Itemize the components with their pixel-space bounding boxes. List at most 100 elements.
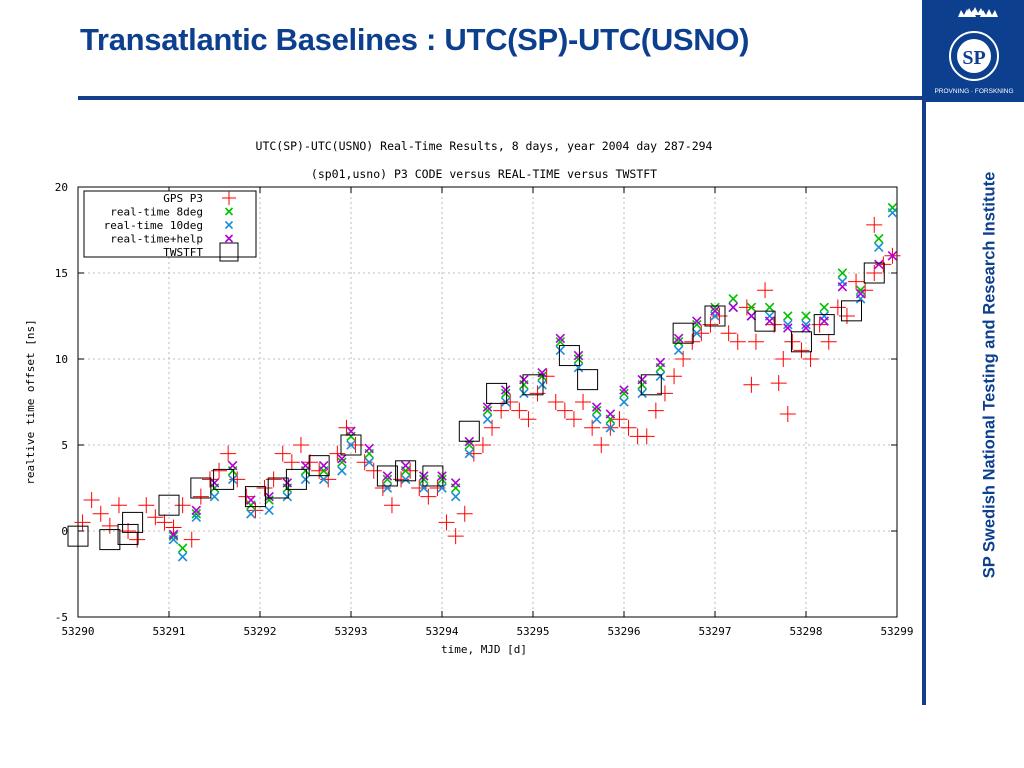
data-point (264, 505, 274, 516)
x-tick-label: 53294 (425, 625, 458, 638)
x-tick-label: 53291 (152, 625, 185, 638)
data-point (619, 397, 629, 407)
slide-title: Transatlantic Baselines : UTC(SP)-UTC(US… (80, 22, 750, 57)
data-point (573, 362, 584, 373)
data-point (820, 333, 837, 350)
x-tick-label: 53290 (61, 625, 94, 638)
data-point (874, 242, 884, 252)
data-point (346, 440, 356, 450)
data-point (577, 369, 599, 391)
logo-ring (949, 31, 999, 81)
data-point (318, 460, 329, 471)
data-point (337, 466, 347, 476)
data-point (92, 505, 109, 522)
data-point (684, 333, 701, 350)
data-point (619, 385, 629, 395)
data-point (191, 509, 202, 519)
crown-icon-3 (980, 9, 998, 17)
data-point (129, 531, 146, 548)
data-point (591, 402, 602, 412)
data-point (337, 457, 347, 467)
data-point (673, 333, 684, 344)
data-point (743, 376, 760, 393)
x-tick-label: 53297 (698, 625, 731, 638)
crown-icon-2 (966, 7, 984, 15)
data-point (779, 406, 796, 423)
data-point (191, 505, 202, 516)
data-point (555, 345, 566, 356)
data-point (138, 497, 155, 514)
data-point (573, 350, 584, 361)
legend-label: TWSTFT (163, 246, 203, 259)
data-point (565, 411, 582, 428)
data-point (168, 531, 179, 541)
y-tick-label: 10 (55, 353, 68, 366)
data-point (790, 331, 812, 353)
data-point (783, 311, 793, 321)
y-tick-label: 20 (55, 181, 68, 194)
data-point (746, 302, 757, 313)
y-tick-label: -5 (55, 611, 68, 624)
data-point (437, 474, 447, 485)
data-point (500, 397, 511, 407)
data-point (400, 460, 411, 471)
x-tick-label: 53293 (334, 625, 367, 638)
data-point (437, 483, 447, 493)
data-point (456, 505, 473, 522)
grid (78, 187, 897, 617)
data-point (318, 474, 329, 485)
data-point (438, 514, 455, 531)
data-point (837, 281, 848, 292)
data-point (555, 337, 566, 347)
data-point (395, 460, 417, 482)
data-point (101, 517, 118, 534)
data-point (213, 468, 235, 490)
data-point (464, 448, 475, 459)
time-offset-chart: 53290 53291 53292 53293 53294 53295 53296 53297… (24, 139, 914, 656)
sp-logo: SP PROVNING · FORSKNING (922, 0, 1024, 102)
data-point (591, 405, 602, 416)
legend-marker (224, 207, 234, 216)
series (67, 202, 901, 562)
data-point (183, 531, 200, 548)
data-point (675, 351, 692, 367)
data-point (308, 455, 330, 477)
data-point (67, 525, 89, 547)
data-point (246, 509, 256, 519)
legend-label: real-time+help (110, 233, 203, 246)
data-point (264, 491, 274, 502)
data-point (283, 454, 300, 471)
data-point (246, 495, 256, 505)
data-point (227, 460, 238, 471)
data-point (728, 294, 738, 304)
x-axis-label: time, MJD [d] (441, 643, 527, 656)
data-point (801, 319, 811, 330)
data-point (464, 440, 475, 450)
legend-marker (219, 242, 239, 262)
data-point (637, 388, 647, 399)
data-point (274, 445, 291, 462)
data-point (300, 460, 311, 471)
data-point (855, 285, 866, 295)
data-point (793, 342, 810, 359)
logo-disc (957, 39, 991, 73)
legend-label: real-time 10deg (104, 219, 203, 232)
data-point (764, 302, 775, 313)
data-point (419, 483, 429, 493)
axes: 53290 53291 53292 53293 53294 53295 53296 53297… (55, 181, 914, 638)
data-point (482, 414, 493, 424)
legend-marker (222, 191, 236, 205)
data-point (519, 374, 529, 385)
data-point (584, 419, 601, 436)
data-point (500, 388, 511, 399)
data-point (486, 382, 508, 404)
data-point (244, 486, 266, 508)
y-axis-label: realtive time offset [ns] (24, 319, 37, 485)
data-point (376, 465, 398, 487)
data-point (783, 319, 793, 330)
data-point (450, 491, 461, 502)
series-real-time-10deg (168, 208, 898, 562)
data-point (692, 316, 702, 326)
data-point (783, 323, 793, 333)
data-point (419, 471, 429, 481)
